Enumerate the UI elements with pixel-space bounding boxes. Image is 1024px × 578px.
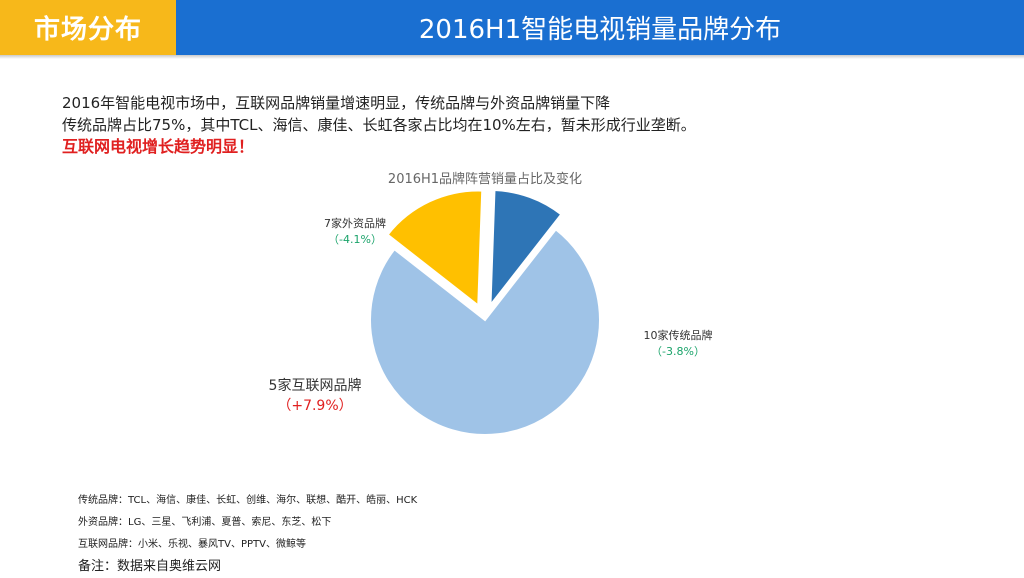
header: 市场分布 2016H1智能电视销量品牌分布 — [0, 0, 1024, 59]
summary-line-2: 传统品牌占比75%，其中TCL、海信、康佳、长虹各家占比均在10%左右，暂未形成… — [62, 116, 696, 134]
note-internet: 互联网品牌：小米、乐视、暴风TV、PPTV、微鲸等 — [78, 539, 306, 550]
pie-slice-traditional — [369, 227, 601, 436]
note-foreign: 外资品牌：LG、三星、飞利浦、夏普、索尼、东芝、松下 — [78, 517, 332, 528]
slice-name-foreign: 7家外资品牌 — [324, 217, 386, 230]
summary-text: 2016年智能电视市场中，互联网品牌销量增速明显，传统品牌与外资品牌销量下降 传… — [62, 92, 696, 158]
section-tag: 市场分布 — [0, 0, 176, 55]
summary-line-1: 2016年智能电视市场中，互联网品牌销量增速明显，传统品牌与外资品牌销量下降 — [62, 94, 611, 112]
slice-change-foreign: -4.1% — [339, 233, 371, 246]
pie-slice-internet — [386, 189, 484, 308]
pie-slice-foreign — [489, 189, 563, 309]
summary-highlight: 互联网电视增长趋势明显！ — [62, 137, 255, 156]
slice-label-internet: 5家互联网品牌 （+7.9%） — [250, 376, 380, 416]
note-remark: 备注：数据来自奥维云网 — [78, 559, 222, 574]
slice-label-traditional: 10家传统品牌 （-3.8%） — [628, 328, 728, 360]
page-title: 2016H1智能电视销量品牌分布 — [176, 0, 1024, 55]
slice-name-internet: 5家互联网品牌 — [268, 378, 362, 394]
slice-label-foreign: 7家外资品牌 （-4.1%） — [300, 216, 410, 248]
slice-change-internet: +7.9% — [291, 398, 339, 414]
slice-change-traditional: -3.8% — [662, 345, 694, 358]
note-traditional: 传统品牌：TCL、海信、康佳、长虹、创维、海尔、联想、酷开、皓丽、HCK — [78, 495, 418, 506]
notes: 传统品牌：TCL、海信、康佳、长虹、创维、海尔、联想、酷开、皓丽、HCK 外资品… — [78, 490, 417, 578]
chart-title: 2016H1品牌阵营销量占比及变化 — [387, 172, 583, 187]
header-shadow — [0, 55, 1024, 59]
slice-name-traditional: 10家传统品牌 — [643, 329, 713, 342]
